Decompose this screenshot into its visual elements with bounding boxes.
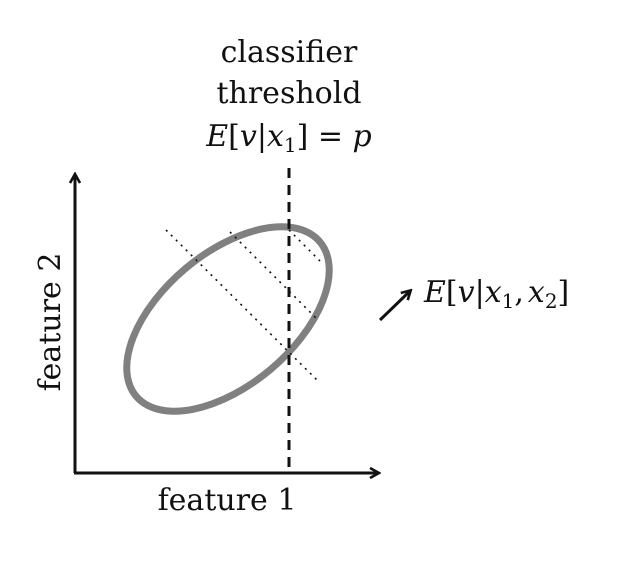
threshold-label-line2: threshold [216,76,361,111]
threshold-condition: E[v|x1] = p [205,119,372,157]
gradient-arrow [378,291,410,322]
x-axis-label: feature 1 [158,483,297,518]
isoline-1 [165,229,319,382]
isoline-3 [288,229,321,262]
threshold-label-line1: classifier [221,35,358,70]
conditional-expectation-label: E[v|x1, x2] [423,275,569,313]
y-axis-label: feature 2 [33,253,68,392]
distribution-ellipse [123,223,333,415]
